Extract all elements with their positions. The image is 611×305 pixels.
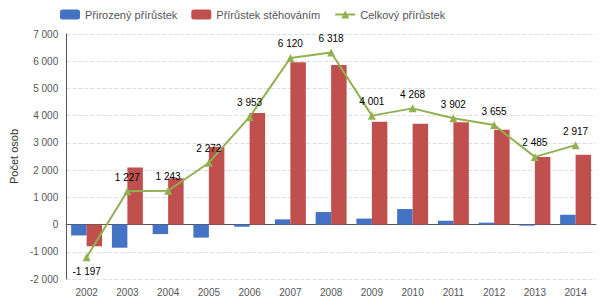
svg-text:3 902: 3 902 (441, 99, 466, 110)
svg-text:2011: 2011 (443, 287, 465, 298)
svg-text:3 953: 3 953 (237, 97, 262, 108)
svg-text:2006: 2006 (239, 287, 262, 298)
svg-text:2014: 2014 (565, 287, 588, 298)
svg-text:4 268: 4 268 (400, 89, 425, 100)
svg-text:Přírůstek stěhováním: Přírůstek stěhováním (216, 9, 320, 21)
svg-text:2005: 2005 (198, 287, 221, 298)
svg-text:4 001: 4 001 (359, 96, 384, 107)
svg-text:2004: 2004 (157, 287, 180, 298)
svg-text:6 120: 6 120 (278, 38, 303, 49)
svg-text:Přirozený přírůstek: Přirozený přírůstek (85, 9, 178, 21)
svg-text:2003: 2003 (116, 287, 139, 298)
svg-text:2012: 2012 (483, 287, 506, 298)
svg-text:-1 197: -1 197 (72, 266, 101, 277)
svg-text:2010: 2010 (402, 287, 425, 298)
svg-text:2 272: 2 272 (196, 143, 221, 154)
svg-text:-2 000: -2 000 (30, 274, 59, 285)
svg-text:2 000: 2 000 (33, 165, 58, 176)
svg-text:2008: 2008 (320, 287, 343, 298)
svg-text:1 227: 1 227 (115, 172, 140, 183)
svg-text:2009: 2009 (361, 287, 384, 298)
svg-text:-1 000: -1 000 (30, 246, 59, 257)
svg-text:Počet osob: Počet osob (8, 129, 20, 184)
svg-text:1 243: 1 243 (156, 171, 181, 182)
svg-text:4 000: 4 000 (33, 110, 58, 121)
svg-text:2 917: 2 917 (563, 126, 588, 137)
svg-text:6 318: 6 318 (319, 33, 344, 44)
svg-text:5 000: 5 000 (33, 83, 58, 94)
svg-text:0: 0 (53, 219, 59, 230)
svg-text:3 000: 3 000 (33, 137, 58, 148)
svg-text:2 485: 2 485 (522, 137, 547, 148)
svg-text:1 000: 1 000 (33, 192, 58, 203)
svg-text:2013: 2013 (524, 287, 547, 298)
svg-text:7 000: 7 000 (33, 29, 58, 40)
svg-text:2007: 2007 (279, 287, 302, 298)
svg-text:Celkový přírůstek: Celkový přírůstek (360, 9, 445, 21)
svg-text:2002: 2002 (76, 287, 99, 298)
svg-text:3 655: 3 655 (482, 106, 507, 117)
svg-text:6 000: 6 000 (33, 56, 58, 67)
